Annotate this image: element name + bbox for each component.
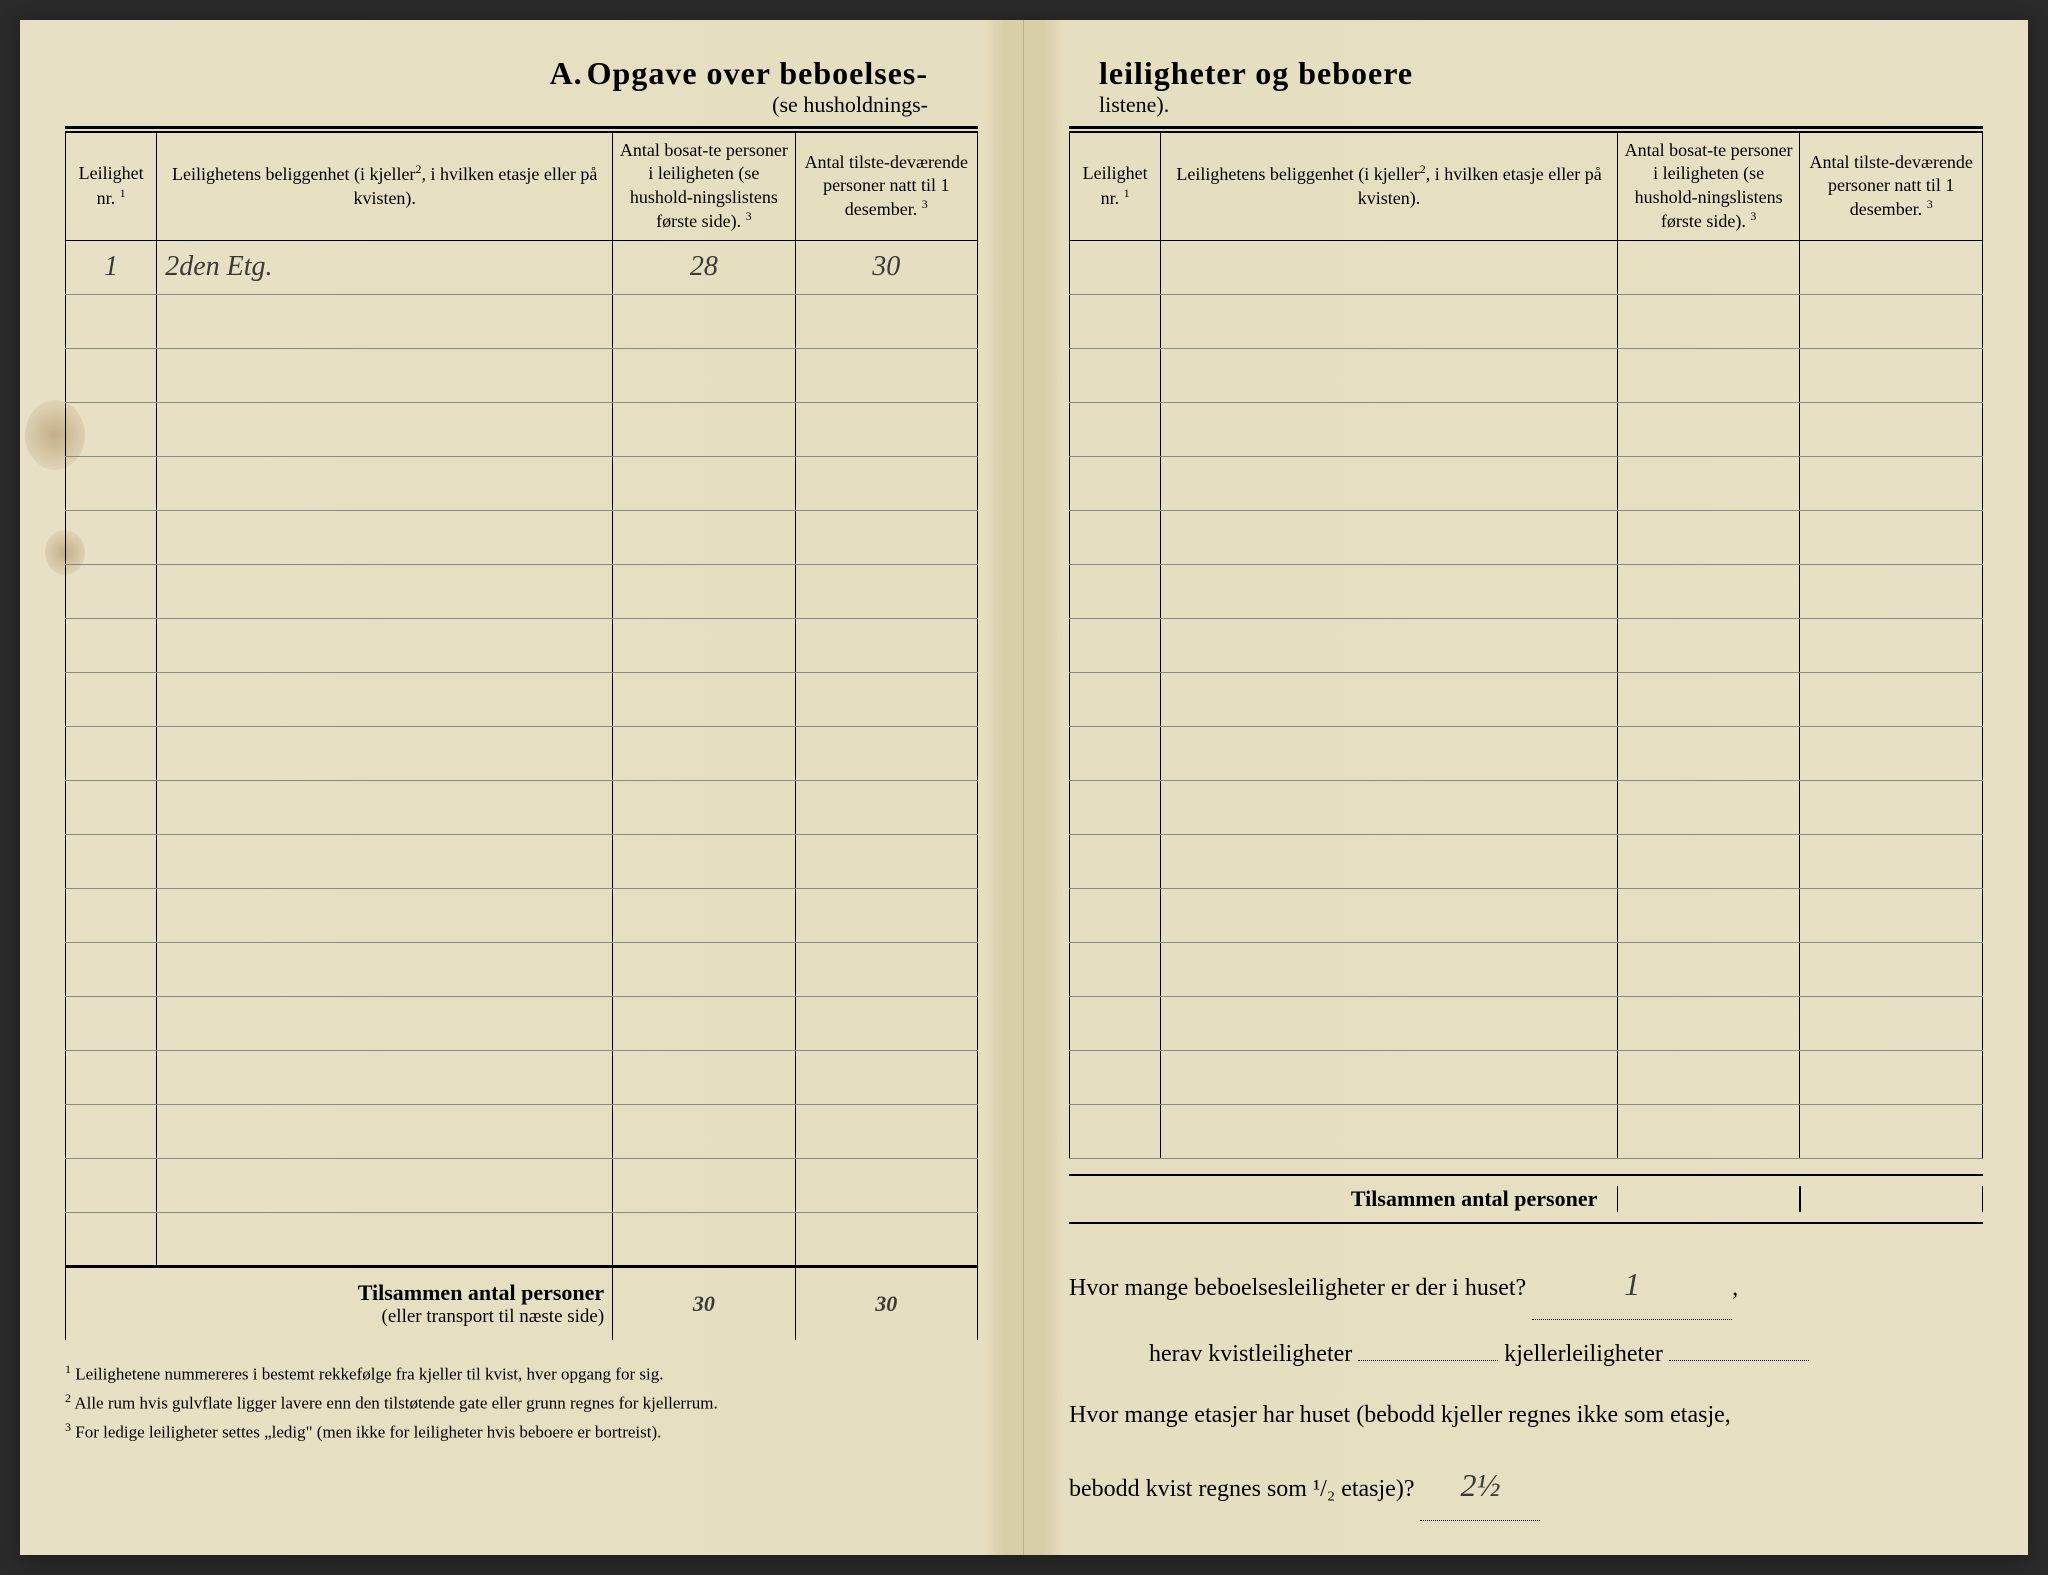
question-1: Hvor mange beboelsesleiligheter er der i…	[1069, 1249, 1983, 1320]
header-count1: Antal bosat-te personer i leiligheten (s…	[1617, 133, 1800, 241]
table-row	[1070, 402, 1983, 456]
table-header-row: Leilighet nr. 1 Leilighetens beliggenhet…	[1070, 133, 1983, 241]
section-letter: A.	[550, 55, 583, 91]
table-row	[1070, 348, 1983, 402]
table-row	[66, 402, 978, 456]
document-scan: A. Opgave over beboelses- (se husholdnin…	[20, 20, 2028, 1555]
cell-location: 2den Etg.	[157, 240, 613, 294]
table-row	[1070, 888, 1983, 942]
table-row	[1070, 456, 1983, 510]
table-row	[66, 1104, 978, 1158]
table-row	[66, 294, 978, 348]
answer-1: 1	[1532, 1249, 1732, 1320]
right-summary-cell1	[1617, 1186, 1800, 1212]
table-row	[66, 942, 978, 996]
table-row	[66, 348, 978, 402]
table-row	[1070, 294, 1983, 348]
cell-count1: 28	[613, 240, 795, 294]
main-title-left: Opgave over beboelses-	[587, 55, 928, 91]
table-row	[1070, 1104, 1983, 1158]
table-row	[1070, 834, 1983, 888]
footnote: 3 For ledige leiligheter settes „ledig" …	[65, 1418, 978, 1445]
table-row	[66, 834, 978, 888]
summary-label: Tilsammen antal personer (eller transpor…	[66, 1266, 613, 1340]
subtitle-left: (se husholdnings-	[65, 92, 928, 118]
rule	[65, 126, 978, 129]
rule	[1069, 126, 1983, 129]
summary-val2: 30	[795, 1266, 977, 1340]
right-summary: Tilsammen antal personer	[1069, 1174, 1983, 1224]
main-title-right: leiligheter og beboere	[1099, 55, 1413, 91]
title-area-right: leiligheter og beboere listene).	[1069, 55, 1983, 118]
table-row	[1070, 672, 1983, 726]
subtitle-right: listene).	[1099, 92, 1983, 118]
table-row	[1070, 240, 1983, 294]
table-row	[1070, 510, 1983, 564]
left-table: Leilighet nr. 1 Leilighetens beliggenhet…	[65, 132, 978, 1340]
right-table: Leilighet nr. 1 Leilighetens beliggenhet…	[1069, 132, 1983, 1159]
table-row: 1 2den Etg. 28 30	[66, 240, 978, 294]
table-row	[1070, 942, 1983, 996]
table-row	[1070, 996, 1983, 1050]
header-count2: Antal tilste-deværende personer natt til…	[795, 133, 977, 241]
header-count2: Antal tilste-deværende personer natt til…	[1800, 133, 1983, 241]
title-area-left: A. Opgave over beboelses- (se husholdnin…	[65, 55, 978, 118]
header-nr: Leilighet nr. 1	[1070, 133, 1161, 241]
cell-count2: 30	[795, 240, 977, 294]
summary-val1: 30	[613, 1266, 795, 1340]
header-location: Leilighetens beliggenhet (i kjeller2, i …	[157, 133, 613, 241]
question-2: herav kvistleiligheter kjellerleilighete…	[1069, 1328, 1983, 1381]
question-3: Hvor mange etasjer har huset (bebodd kje…	[1069, 1389, 1983, 1442]
table-row	[1070, 618, 1983, 672]
right-summary-label: Tilsammen antal personer	[1069, 1186, 1617, 1212]
footnotes: 1 Leilighetene nummereres i bestemt rekk…	[65, 1360, 978, 1445]
table-row	[66, 726, 978, 780]
table-row	[66, 510, 978, 564]
table-row	[66, 1212, 978, 1266]
table-row	[1070, 1050, 1983, 1104]
cell-nr: 1	[66, 240, 157, 294]
summary-row: Tilsammen antal personer (eller transpor…	[66, 1266, 978, 1340]
table-row	[66, 456, 978, 510]
table-row	[66, 1050, 978, 1104]
question-3-cont: bebodd kvist regnes som ¹/₂ etasje)? 2½	[1069, 1450, 1983, 1521]
table-row	[1070, 564, 1983, 618]
table-row	[66, 672, 978, 726]
header-nr: Leilighet nr. 1	[66, 133, 157, 241]
table-row	[1070, 780, 1983, 834]
table-header-row: Leilighet nr. 1 Leilighetens beliggenhet…	[66, 133, 978, 241]
table-row	[66, 888, 978, 942]
table-row	[1070, 726, 1983, 780]
table-row	[66, 1158, 978, 1212]
table-row	[66, 996, 978, 1050]
answer-2a	[1358, 1360, 1498, 1361]
table-row	[66, 564, 978, 618]
right-summary-cell2	[1800, 1186, 1983, 1212]
answer-2b	[1669, 1360, 1809, 1361]
footnote: 1 Leilighetene nummereres i bestemt rekk…	[65, 1360, 978, 1387]
footnote: 2 Alle rum hvis gulvflate ligger lavere …	[65, 1389, 978, 1416]
table-row	[66, 780, 978, 834]
left-page: A. Opgave over beboelses- (se husholdnin…	[20, 20, 1024, 1555]
questions-block: Hvor mange beboelsesleiligheter er der i…	[1069, 1249, 1983, 1521]
answer-3: 2½	[1420, 1450, 1540, 1521]
header-count1: Antal bosat-te personer i leiligheten (s…	[613, 133, 795, 241]
header-location: Leilighetens beliggenhet (i kjeller2, i …	[1161, 133, 1618, 241]
right-page: leiligheter og beboere listene). Leiligh…	[1024, 20, 2028, 1555]
table-row	[66, 618, 978, 672]
